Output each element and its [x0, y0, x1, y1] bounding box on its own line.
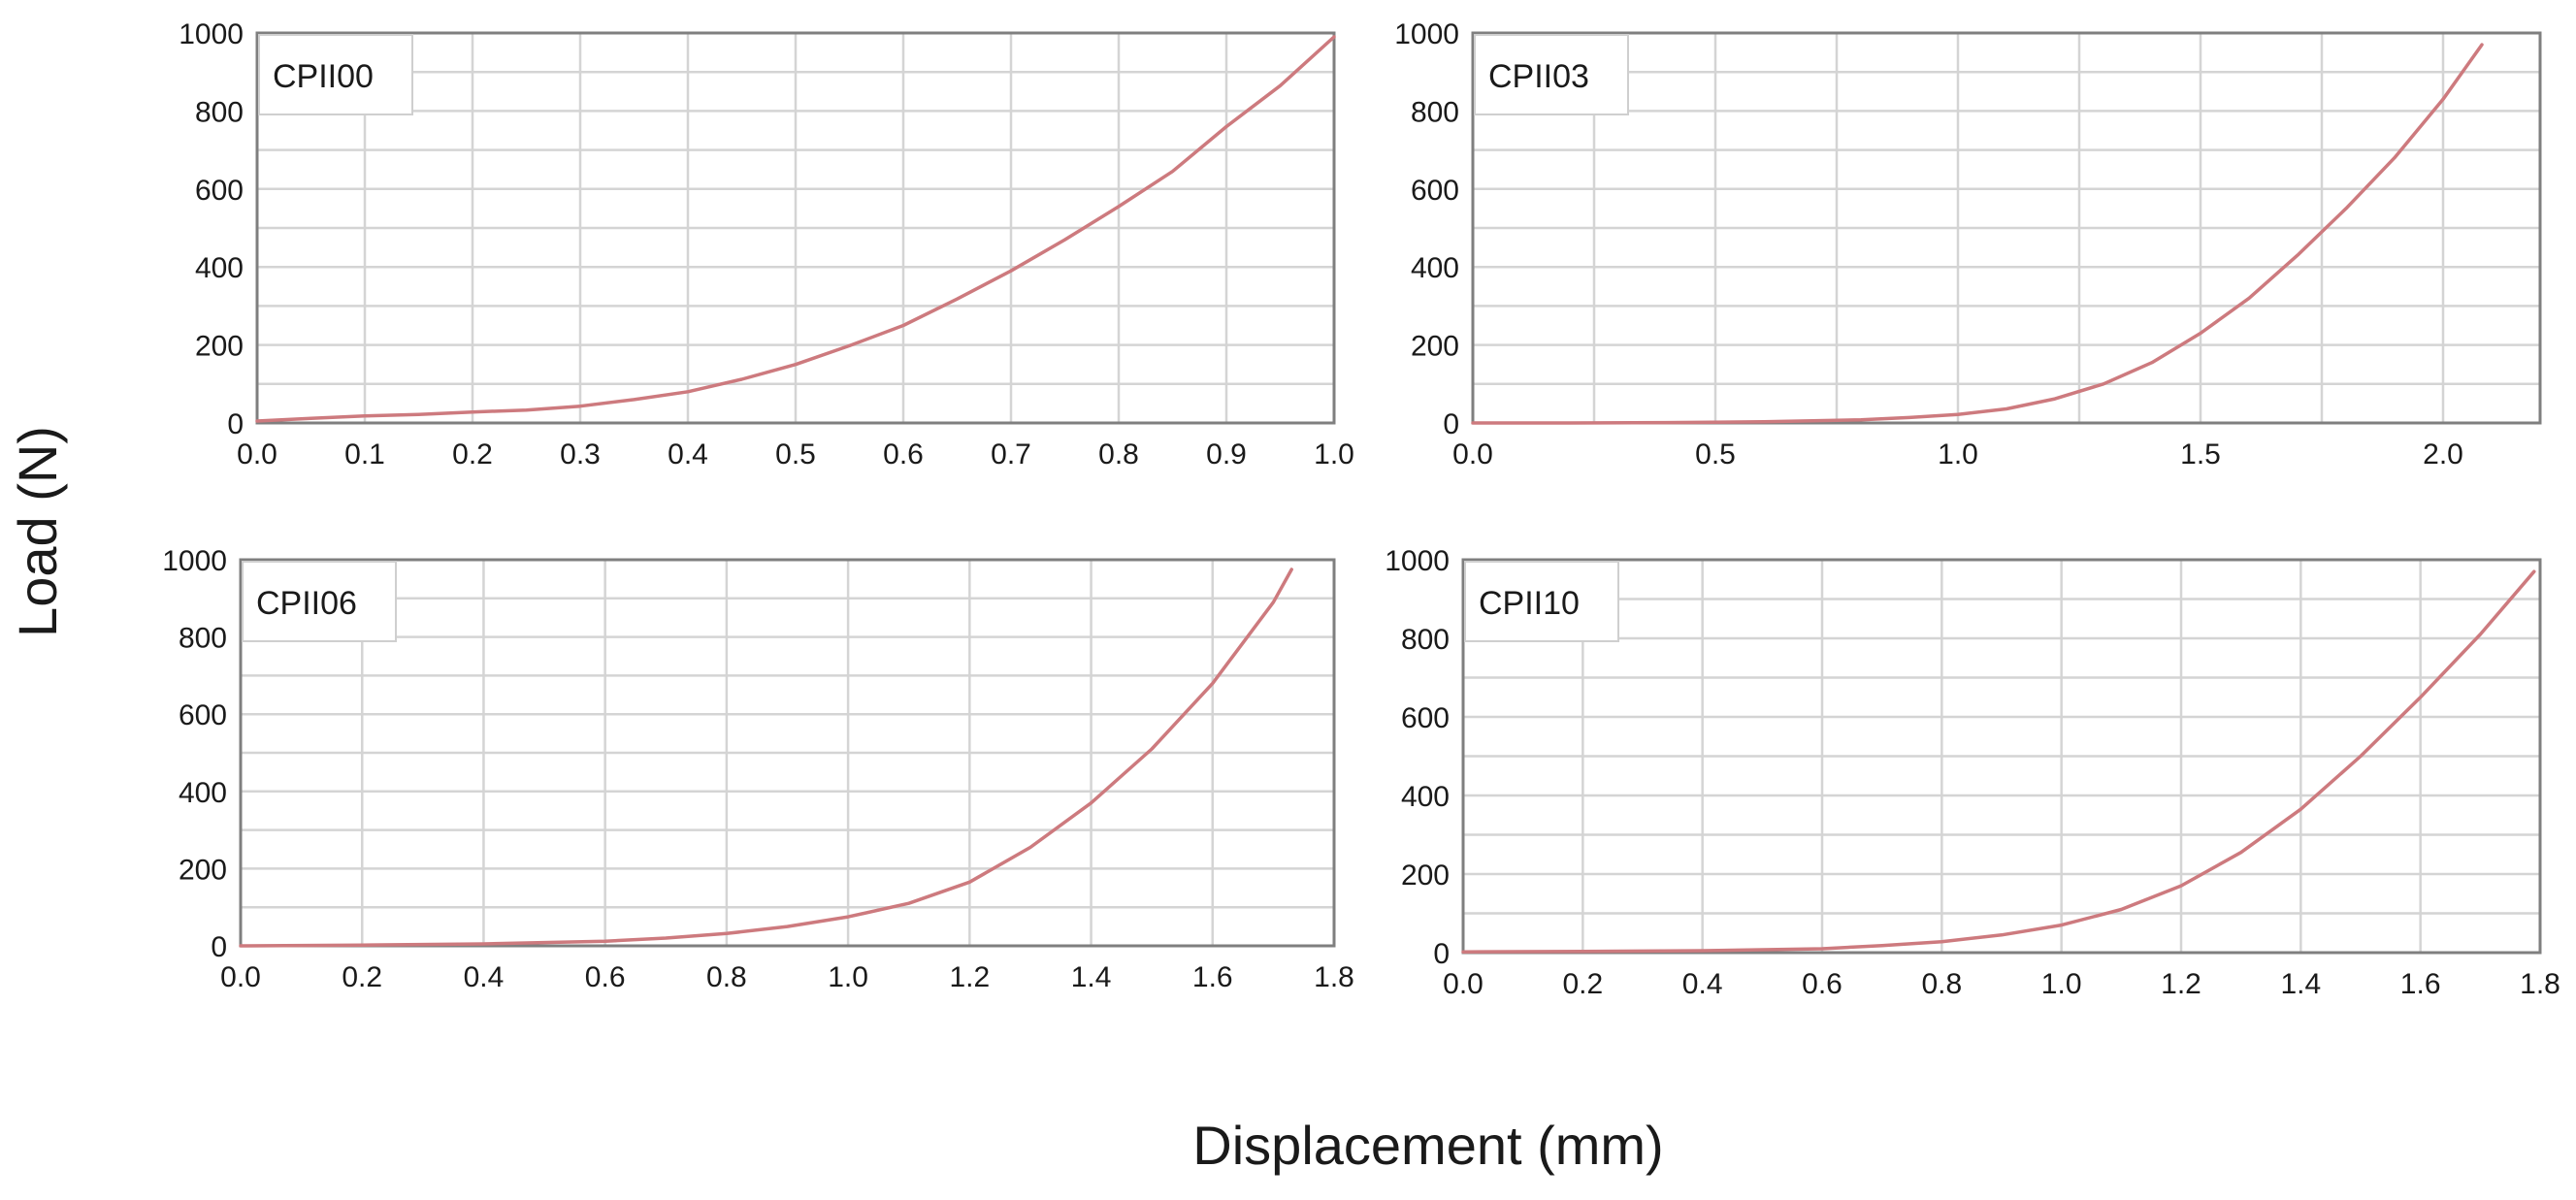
y-tick-label: 800 — [179, 623, 227, 655]
panel-label-background — [1474, 34, 1629, 115]
x-tick-label: 0.5 — [775, 438, 816, 470]
x-tick-label: 1.4 — [2280, 968, 2321, 1000]
panel-label: CPII10 — [1479, 585, 1580, 622]
y-tick-label: 600 — [179, 699, 227, 731]
x-tick-label: 0.5 — [1695, 438, 1736, 470]
panel-label-box: CPII10 — [1464, 561, 1619, 642]
panel-label-box: CPII06 — [242, 561, 397, 642]
y-tick-label: 0 — [211, 931, 227, 963]
panel-cpii10: 0 200 400 600 800 1000 0.0 0.2 0.4 0.6 0.8 1.0 1.2 1.… — [1385, 545, 2560, 1000]
panel-label-background — [1464, 561, 1619, 642]
x-tick-label: 1.2 — [949, 961, 990, 993]
y-tick-label: 600 — [1411, 175, 1459, 207]
x-tick-label: 0.3 — [560, 438, 601, 470]
x-tick-label: 0.4 — [1682, 968, 1723, 1000]
x-tick-label: 1.8 — [1314, 961, 1354, 993]
plot-frame — [255, 31, 1336, 425]
panel-label-box: CPII03 — [1474, 34, 1629, 115]
x-tick-label: 0.2 — [452, 438, 493, 470]
x-tick-label: 1.0 — [1938, 438, 1978, 470]
y-tick-label: 0 — [227, 408, 244, 440]
y-tick-label: 600 — [1401, 702, 1450, 734]
x-tick-label: 1.0 — [828, 961, 868, 993]
x-tick-label: 1.4 — [1071, 961, 1112, 993]
x-tick-label: 0.1 — [344, 438, 385, 470]
x-tick-label: 0.2 — [342, 961, 382, 993]
y-tick-label: 400 — [1401, 781, 1450, 813]
load-curve — [1471, 43, 2484, 425]
panel-label-box: CPII00 — [258, 34, 413, 115]
y-tick-label: 800 — [1411, 96, 1459, 128]
y-tick-label: 200 — [179, 854, 227, 886]
y-tick-label: 1000 — [179, 18, 244, 50]
x-tick-label: 0.6 — [585, 961, 626, 993]
y-tick-label: 800 — [195, 96, 244, 128]
y-tick-label: 200 — [1401, 859, 1450, 892]
x-tick-label: 1.6 — [2400, 968, 2441, 1000]
load-curve — [239, 568, 1293, 948]
x-tick-label: 1.2 — [2161, 968, 2201, 1000]
x-tick-label: 0.7 — [991, 438, 1031, 470]
x-tick-label: 0.8 — [1098, 438, 1139, 470]
y-tick-label: 1000 — [1385, 545, 1450, 577]
x-tick-label: 0.6 — [1802, 968, 1842, 1000]
panel-label: CPII00 — [273, 58, 374, 95]
panel-cpii00: 0 200 400 600 800 1000 0.0 0.1 0.2 0.3 0.4 0.5 0.6 0.… — [179, 18, 1354, 470]
x-tick-label: 0.8 — [706, 961, 747, 993]
x-tick-label: 0.0 — [237, 438, 277, 470]
x-tick-label: 0.2 — [1562, 968, 1603, 1000]
y-tick-label: 0 — [1433, 938, 1450, 970]
y-axis-title: Load (N) — [7, 426, 68, 637]
x-tick-label: 1.0 — [2041, 968, 2082, 1000]
panel-label-background — [258, 34, 413, 115]
x-tick-label: 0.6 — [883, 438, 924, 470]
x-tick-label: 0.0 — [220, 961, 261, 993]
y-tick-label: 1000 — [162, 545, 227, 577]
x-tick-label: 0.9 — [1206, 438, 1247, 470]
panel-label: CPII03 — [1488, 58, 1589, 95]
y-tick-label: 800 — [1401, 624, 1450, 656]
y-tick-label: 0 — [1443, 408, 1459, 440]
plot-frame — [239, 558, 1336, 948]
x-tick-label: 1.5 — [2180, 438, 2221, 470]
x-tick-label: 0.8 — [1921, 968, 1962, 1000]
panel-cpii03: 0 200 400 600 800 1000 0.0 0.5 1.0 1.5 2.0 CPII03 — [1394, 18, 2542, 470]
x-tick-label: 1.0 — [1314, 438, 1354, 470]
x-tick-label: 0.0 — [1452, 438, 1493, 470]
panel-label: CPII06 — [256, 585, 357, 622]
x-tick-label: 0.4 — [464, 961, 505, 993]
x-tick-label: 2.0 — [2423, 438, 2463, 470]
x-tick-label: 1.8 — [2520, 968, 2560, 1000]
y-tick-label: 1000 — [1394, 18, 1459, 50]
plot-frame — [1471, 31, 2542, 425]
x-tick-label: 0.0 — [1443, 968, 1484, 1000]
load-curve — [1461, 569, 2536, 954]
panel-grid: 0 200 400 600 800 1000 0.0 0.1 0.2 0.3 0.4 0.5 0.6 0.… — [162, 18, 2560, 1000]
y-tick-label: 200 — [195, 331, 244, 363]
y-tick-label: 600 — [195, 175, 244, 207]
x-axis-title: Displacement (mm) — [1192, 1115, 1663, 1176]
y-tick-label: 400 — [1411, 252, 1459, 284]
y-tick-label: 400 — [195, 252, 244, 284]
load-curve — [255, 35, 1336, 423]
x-tick-label: 1.6 — [1192, 961, 1233, 993]
y-tick-label: 400 — [179, 777, 227, 809]
plot-frame — [1461, 558, 2542, 955]
panel-label-background — [242, 561, 397, 642]
y-tick-label: 200 — [1411, 331, 1459, 363]
panel-cpii06: 0 200 400 600 800 1000 0.0 0.2 0.4 0.6 0.8 1.0 1.2 1.… — [162, 545, 1354, 993]
x-tick-label: 0.4 — [668, 438, 708, 470]
